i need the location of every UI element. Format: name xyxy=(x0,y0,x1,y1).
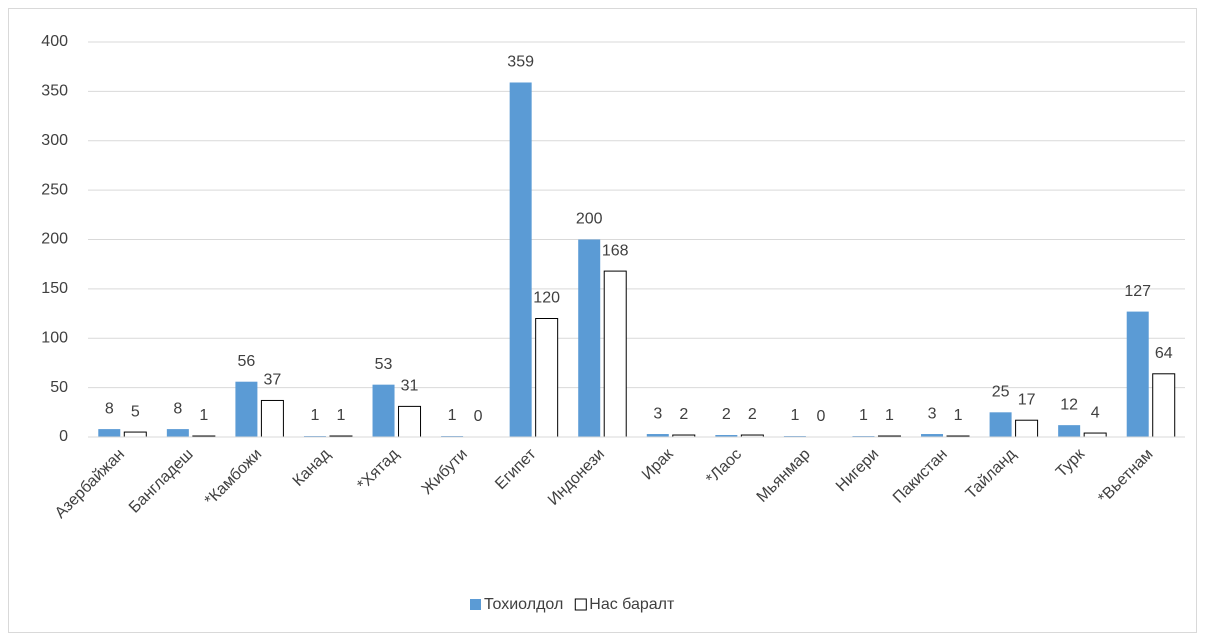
bar xyxy=(921,434,944,437)
bar xyxy=(398,405,422,438)
bar xyxy=(1152,373,1176,438)
data-label: 0 xyxy=(474,408,483,425)
data-label: 64 xyxy=(1155,345,1173,362)
bar xyxy=(1126,311,1149,437)
data-label: 1 xyxy=(885,407,894,424)
data-label: 1 xyxy=(199,407,208,424)
data-label: 1 xyxy=(859,407,868,424)
bar xyxy=(646,434,669,437)
bar xyxy=(603,270,627,438)
chart-border xyxy=(8,8,1197,633)
data-label: 53 xyxy=(375,356,393,373)
legend-swatch xyxy=(470,599,481,610)
data-label: 1 xyxy=(448,407,457,424)
data-label: 1 xyxy=(790,407,799,424)
data-label: 0 xyxy=(816,408,825,425)
data-label: 1 xyxy=(954,407,963,424)
legend-swatch xyxy=(574,598,587,611)
legend-label: Тохиолдол xyxy=(484,596,563,613)
data-label: 200 xyxy=(576,211,603,228)
data-label: 12 xyxy=(1060,396,1078,413)
data-label: 17 xyxy=(1018,391,1036,408)
bar xyxy=(123,431,147,438)
data-label: 4 xyxy=(1091,404,1100,421)
data-label: 359 xyxy=(507,54,534,71)
data-label: 8 xyxy=(105,400,114,417)
bar xyxy=(1015,419,1039,438)
data-label: 1 xyxy=(311,407,320,424)
bar xyxy=(715,435,738,437)
data-label: 168 xyxy=(602,242,629,259)
bar xyxy=(535,318,559,438)
bar xyxy=(372,384,395,437)
bar xyxy=(1083,432,1107,438)
data-label: 2 xyxy=(748,406,757,423)
y-tick-label: 200 xyxy=(41,231,68,248)
bar xyxy=(1058,425,1081,437)
data-label: 1 xyxy=(337,407,346,424)
y-tick-label: 150 xyxy=(41,280,68,297)
y-tick-label: 100 xyxy=(41,329,68,346)
data-label: 37 xyxy=(264,372,282,389)
bar xyxy=(98,429,121,437)
y-tick-label: 50 xyxy=(50,379,68,396)
data-label: 56 xyxy=(238,353,256,370)
y-tick-label: 350 xyxy=(41,83,68,100)
y-tick-label: 250 xyxy=(41,181,68,198)
bar xyxy=(260,399,284,438)
y-tick-label: 300 xyxy=(41,132,68,149)
data-label: 3 xyxy=(653,405,662,422)
data-label: 31 xyxy=(401,378,419,395)
data-label: 5 xyxy=(131,403,140,420)
bar xyxy=(989,412,1012,437)
data-label: 127 xyxy=(1124,283,1151,300)
bar xyxy=(578,239,601,437)
data-label: 3 xyxy=(928,405,937,422)
data-label: 120 xyxy=(533,290,560,307)
data-label: 2 xyxy=(679,406,688,423)
bar xyxy=(235,381,258,437)
y-tick-label: 400 xyxy=(41,33,68,50)
bar xyxy=(509,82,532,438)
data-label: 8 xyxy=(173,400,182,417)
data-label: 25 xyxy=(992,384,1010,401)
data-label: 2 xyxy=(722,406,731,423)
bar xyxy=(166,429,189,437)
y-tick-label: 0 xyxy=(59,428,68,445)
legend-label: Нас баралт xyxy=(589,596,675,613)
